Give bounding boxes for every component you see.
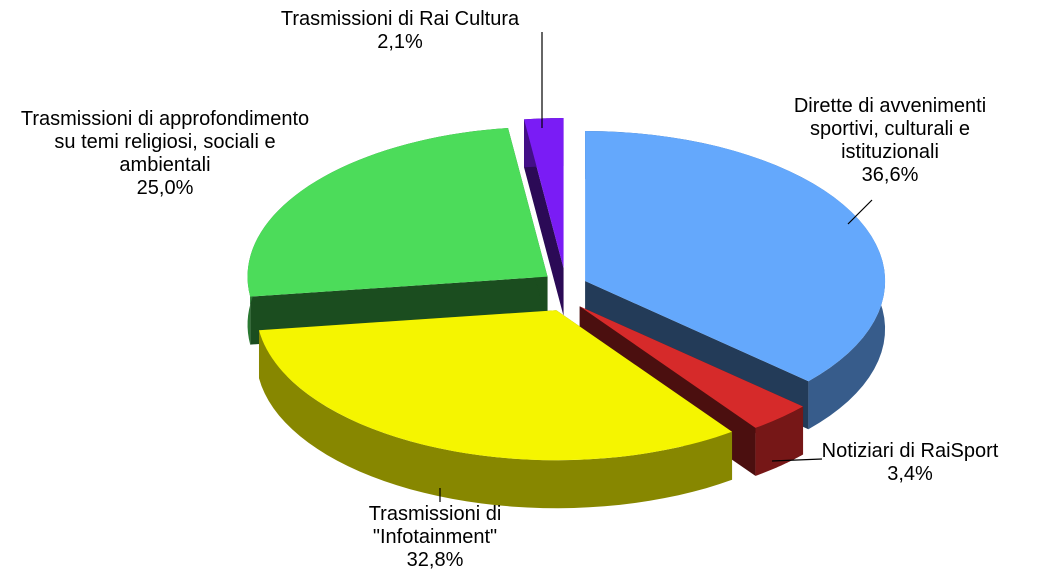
- leader-line: [771, 458, 823, 462]
- slice-wall: [258, 330, 733, 509]
- slice-top: [524, 118, 564, 269]
- slice-top: [579, 306, 804, 428]
- value-label: 32,8%: [406, 549, 464, 571]
- slice-top: [258, 310, 733, 461]
- slice-label: Dirette di avvenimenti sportivi, cultura…: [790, 95, 990, 187]
- category-label: Notiziari di RaiSport: [821, 440, 999, 462]
- slice: [258, 310, 733, 509]
- slice-label: Trasmissioni di approfondimento su temi …: [15, 108, 315, 200]
- slice-label: Notiziari di RaiSport 3,4%: [810, 440, 1010, 486]
- value-label: 36,6%: [861, 164, 919, 186]
- category-label: Trasmissioni di "Infotainment": [368, 503, 502, 548]
- category-label: Trasmissioni di Rai Cultura: [280, 8, 520, 30]
- value-label: 25,0%: [136, 177, 194, 199]
- category-label: Dirette di avvenimenti sportivi, cultura…: [793, 95, 987, 163]
- slice-label: Trasmissioni di Rai Cultura 2,1%: [250, 8, 550, 54]
- slice-top: [247, 127, 548, 297]
- value-label: 3,4%: [887, 463, 933, 485]
- slice-wall: [755, 406, 804, 476]
- slice-label: Trasmissioni di "Infotainment" 32,8%: [325, 503, 545, 572]
- value-label: 2,1%: [377, 31, 423, 53]
- leader-line: [847, 199, 873, 225]
- slice-side: [524, 119, 564, 317]
- slice-top: [585, 131, 886, 382]
- category-label: Trasmissioni di approfondimento su temi …: [20, 108, 310, 176]
- slice: [524, 118, 564, 317]
